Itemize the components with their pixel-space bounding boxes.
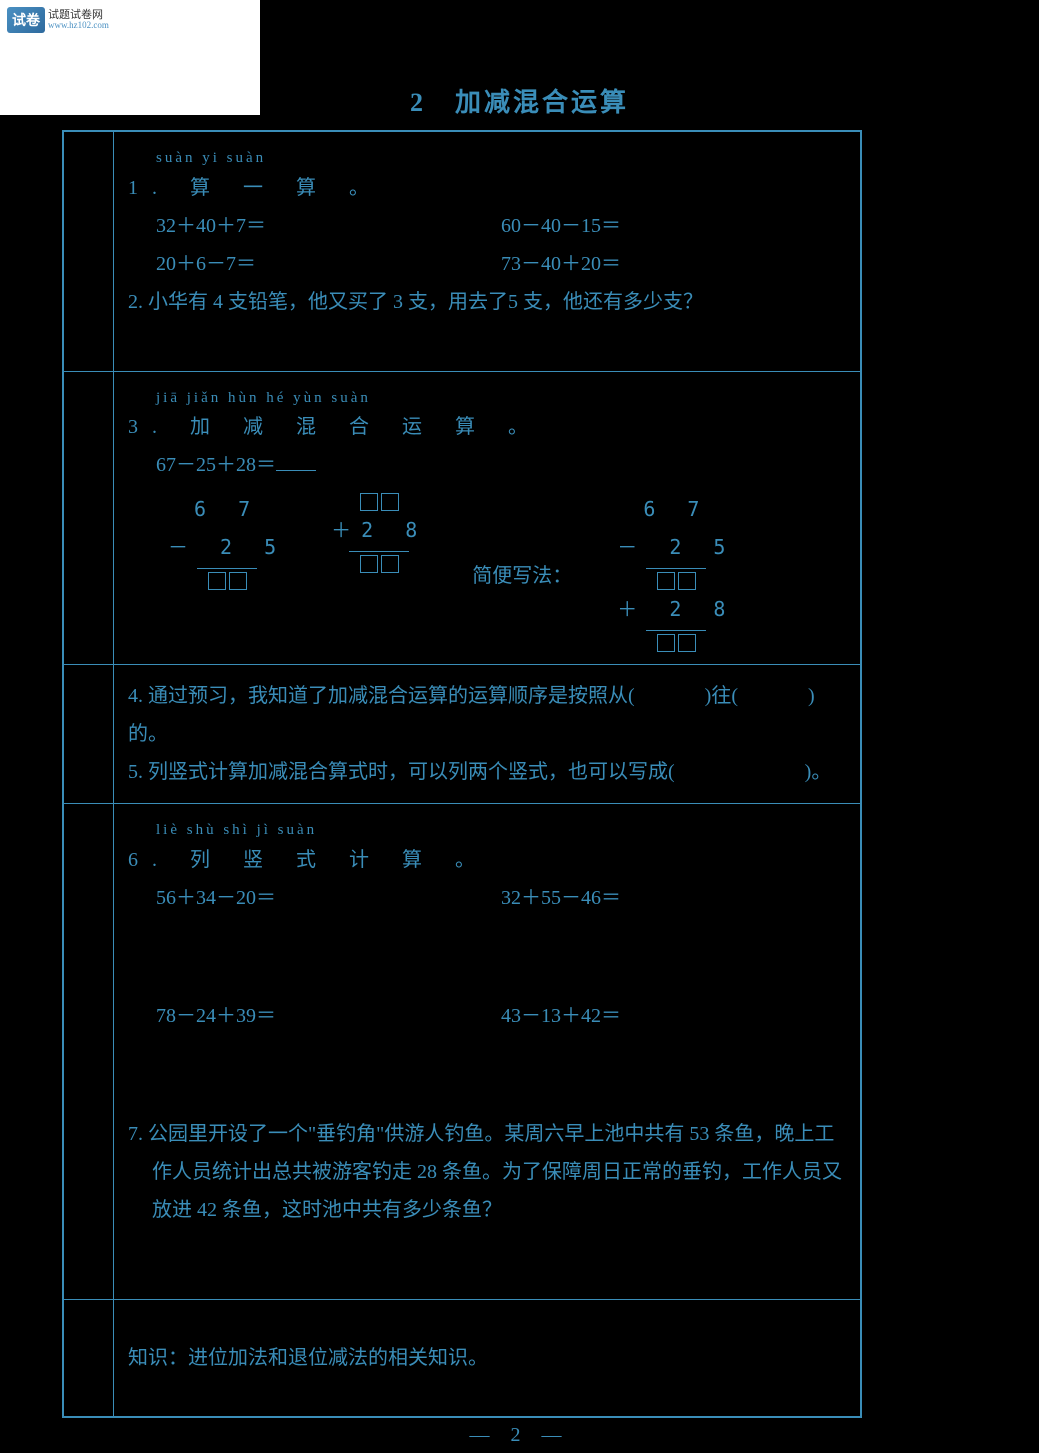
formula-2: 60－40－15＝ (501, 207, 846, 245)
prep-l2: 准备 (69, 1358, 108, 1406)
vc1-boxes (208, 572, 247, 590)
formula-7: 78－24＋39＝ (156, 997, 501, 1035)
workspace (128, 917, 846, 997)
q2-text: 2. 小华有 4 支铅笔，他又买了 3 支，用去了5 支，他还有多少支？ (128, 283, 846, 321)
q3-formula-text: 67－25＋28＝ (156, 454, 276, 476)
vcalc-col3: 6 7 － 2 5 ＋ 2 8 (617, 490, 735, 652)
box (678, 634, 696, 652)
prep-text: 知识：进位加法和退位减法的相关知识。 (128, 1339, 488, 1377)
box (360, 555, 378, 573)
box (657, 634, 675, 652)
box (360, 493, 378, 511)
section-label-preview: 预习检验 (64, 804, 114, 1299)
section-content-newlesson: jiā jiǎn hùn hé yùn suàn 3. 加 减 混 合 运 算 … (114, 372, 860, 665)
section-preview: 预习检验 liè shù shì jì suàn 6. 列 竖 式 计 算 。 … (64, 804, 860, 1300)
q7-text: 7. 公园里开设了一个"垂钓角"供游人钓鱼。某周六早上池中共有 53 条鱼，晚上… (128, 1115, 846, 1229)
section-review: 温故知新 suàn yi suàn 1. 算 一 算 。 32＋40＋7＝ 60… (64, 132, 860, 372)
formula-row-1: 32＋40＋7＝ 60－40－15＝ (156, 207, 846, 245)
q4a: 4. 通过预习，我知道了加减混合运算的运算顺序是按照从( (128, 685, 635, 707)
q6-heading: 6. 列 竖 式 计 算 。 (128, 841, 846, 879)
formula-row-3: 56＋34－20＝ 32＋55－46＝ (156, 879, 846, 917)
formula-5: 56＋34－20＝ (156, 879, 501, 917)
box (381, 555, 399, 573)
q3-heading: 3. 加 减 混 合 运 算 。 (128, 408, 846, 446)
blank-underline (276, 470, 316, 471)
section-label-review: 温故知新 (64, 132, 114, 371)
box (208, 572, 226, 590)
formula-6: 32＋55－46＝ (501, 879, 846, 917)
formula-row-2: 20＋6－7＝ 73－40＋20＝ (156, 245, 846, 283)
vc2-boxes (360, 555, 399, 573)
box (229, 572, 247, 590)
box (678, 572, 696, 590)
vertical-calc-group: 6 7 － 2 5 ＋2 8 简便写法： 6 7 － 2 5 (168, 490, 846, 652)
q5b: )。 (805, 761, 832, 783)
page-number: — 2 — (470, 1424, 570, 1447)
box (381, 493, 399, 511)
section-prep: 学前 准备 知识：进位加法和退位减法的相关知识。 (64, 1300, 860, 1417)
prep-l1: 学前 (69, 1310, 108, 1358)
page-title: 2 加减混合运算 (410, 82, 629, 119)
vc1-line (197, 568, 257, 569)
formula-1: 32＋40＋7＝ (156, 207, 501, 245)
formula-3: 20＋6－7＝ (156, 245, 501, 283)
formula-row-4: 78－24＋39＝ 43－13＋42＝ (156, 997, 846, 1035)
formula-4: 73－40＋20＝ (501, 245, 846, 283)
vcalc-col1: 6 7 － 2 5 (168, 490, 286, 590)
vc3-boxes2 (657, 634, 696, 652)
section-content-knowledge: 4. 通过预习，我知道了加减混合运算的运算顺序是按照从( )往( )的。 5. … (114, 665, 860, 803)
section-knowledge: 心中有数 4. 通过预习，我知道了加减混合运算的运算顺序是按照从( )往( )的… (64, 665, 860, 804)
vc1-op: － 2 5 (168, 528, 286, 566)
vc2-top-boxes (360, 493, 399, 511)
vc3-op2: ＋ 2 8 (617, 590, 735, 628)
q4-line: 4. 通过预习，我知道了加减混合运算的运算顺序是按照从( )往( )的。 (128, 677, 846, 753)
section-newlesson: 新课先知 jiā jiǎn hùn hé yùn suàn 3. 加 减 混 合… (64, 372, 860, 666)
box (657, 572, 675, 590)
vc3-top: 6 7 (643, 490, 709, 528)
section-content-preview: liè shù shì jì suàn 6. 列 竖 式 计 算 。 56＋34… (114, 804, 860, 1299)
section-content-prep: 知识：进位加法和退位减法的相关知识。 (114, 1300, 860, 1417)
vc1-top: 6 7 (194, 490, 260, 528)
formula-8: 43－13＋42＝ (501, 997, 846, 1035)
site-logo: 试卷 试题试卷网 www.hz102.com (3, 5, 113, 35)
section-label-knowledge: 心中有数 (64, 665, 114, 803)
section-content-review: suàn yi suàn 1. 算 一 算 。 32＋40＋7＝ 60－40－1… (114, 132, 860, 371)
short-method-label: 简便写法： (472, 557, 572, 595)
vc2-line (349, 551, 409, 552)
vc3-op1: － 2 5 (617, 528, 735, 566)
logo-url: www.hz102.com (48, 21, 109, 30)
vc3-boxes1 (657, 572, 696, 590)
worksheet-table: 温故知新 suàn yi suàn 1. 算 一 算 。 32＋40＋7＝ 60… (62, 130, 862, 1418)
section-label-prep: 学前 准备 (64, 1300, 114, 1417)
section-label-newlesson: 新课先知 (64, 372, 114, 665)
logo-badge: 试卷 (7, 7, 45, 33)
vc2-op: ＋2 8 (331, 511, 427, 549)
q5a: 5. 列竖式计算加减混合算式时，可以列两个竖式，也可以写成( (128, 761, 675, 783)
vc3-line2 (646, 630, 706, 631)
vc3-line1 (646, 568, 706, 569)
q1-heading: 1. 算 一 算 。 (128, 169, 846, 207)
q5-line: 5. 列竖式计算加减混合算式时，可以列两个竖式，也可以写成( )。 (128, 753, 846, 791)
logo-text: 试题试卷网 www.hz102.com (48, 10, 109, 30)
q3-formula: 67－25＋28＝ (156, 446, 846, 484)
q4b: )往( (705, 685, 738, 707)
workspace (128, 1035, 846, 1115)
vcalc-col2: ＋2 8 (331, 490, 427, 573)
